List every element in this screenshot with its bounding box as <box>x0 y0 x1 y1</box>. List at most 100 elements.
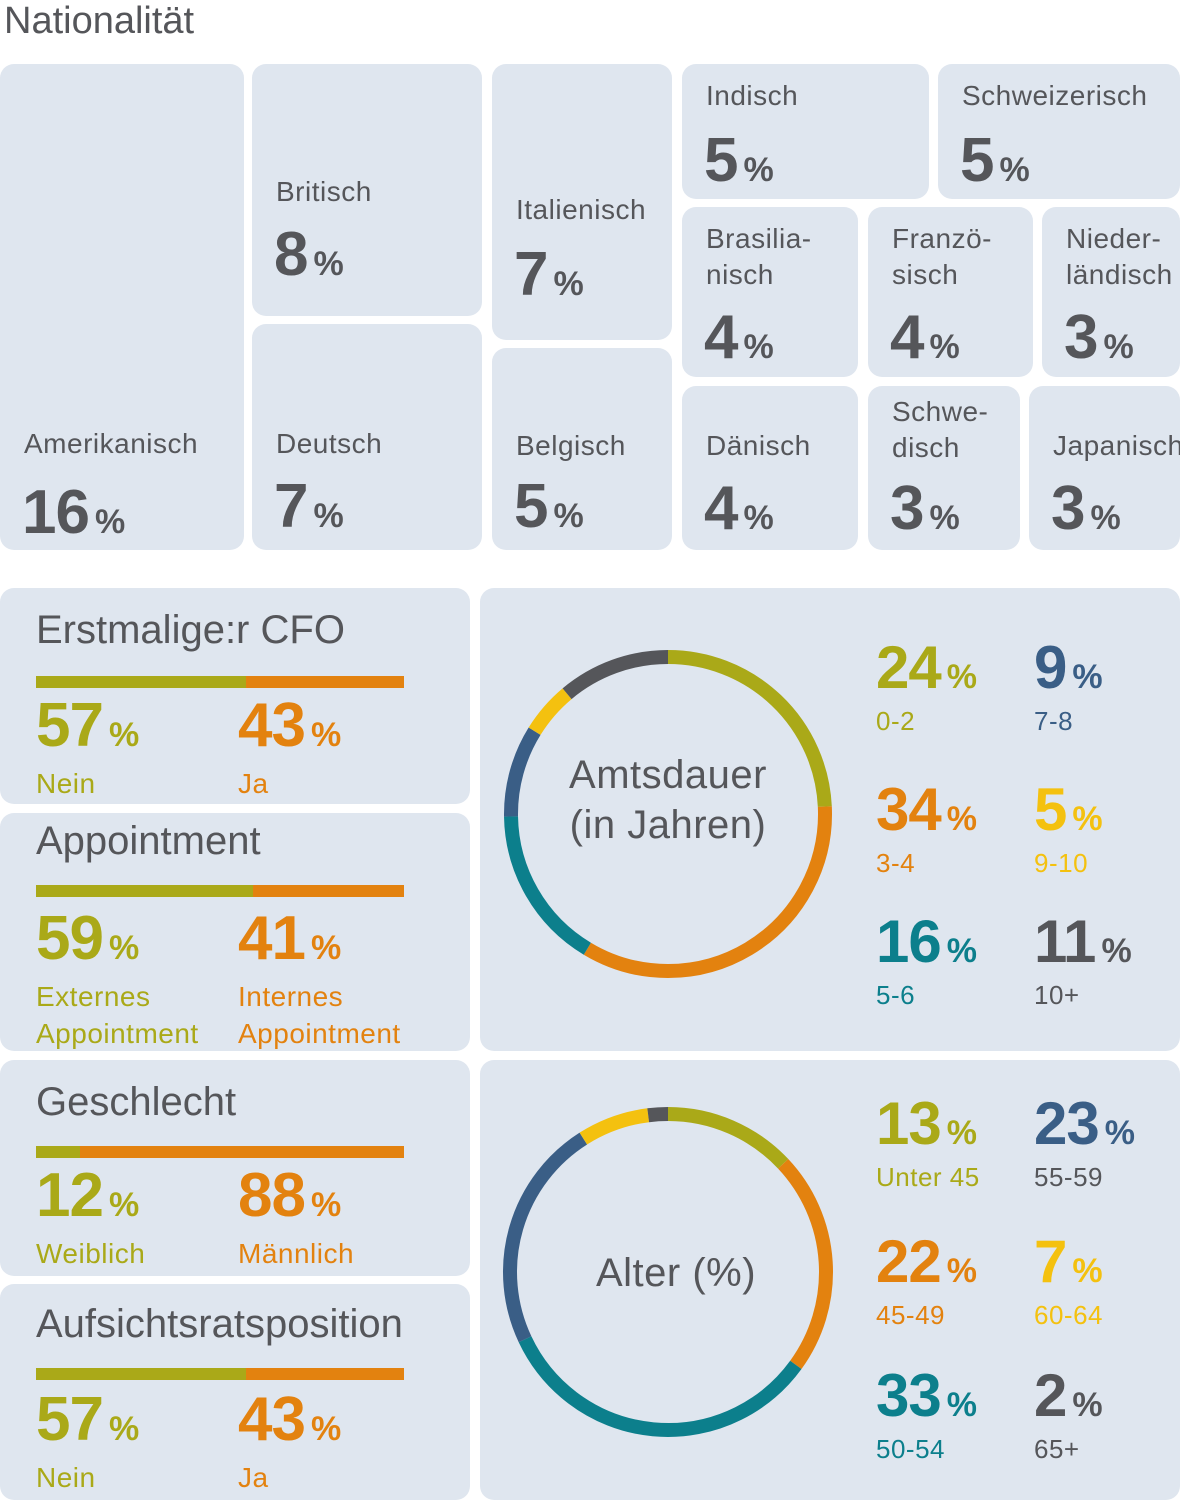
legend-item: 23% 55-59 <box>1034 1094 1135 1193</box>
panel-title: Geschlecht <box>36 1080 237 1124</box>
legend-value-number: 24 <box>876 634 942 701</box>
nationality-value-unit: % <box>94 503 125 541</box>
legend-category: 50-54 <box>876 1434 945 1464</box>
legend-item: 5% 9-10 <box>1034 780 1103 879</box>
nationality-tile: Brasilia- nisch 4% <box>682 207 858 377</box>
legend-item: 22% 45-49 <box>876 1232 977 1331</box>
stat-value-number: 41 <box>238 904 306 973</box>
nationality-value-number: 5 <box>960 126 994 195</box>
nationality-value-unit: % <box>553 265 583 303</box>
stat-label: Weiblich <box>36 1238 146 1269</box>
stat-value-number: 12 <box>36 1161 104 1230</box>
binary-panel: Geschlecht 12% Weiblich 88% Männlich <box>0 1060 470 1276</box>
legend-value-number: 9 <box>1034 634 1067 701</box>
nationality-value: 7% <box>274 476 344 547</box>
nationality-value: 4% <box>704 307 774 378</box>
split-bar <box>36 885 404 897</box>
stat-value-unit: % <box>310 929 341 967</box>
nationality-value-unit: % <box>313 497 343 535</box>
legend-value-unit: % <box>946 1386 977 1424</box>
nationality-value-number: 4 <box>890 303 924 372</box>
stat-value: 57% <box>36 1389 139 1459</box>
legend-value-number: 5 <box>1034 776 1067 843</box>
split-bar-right <box>245 676 404 688</box>
legend-category: 5-6 <box>876 980 916 1010</box>
legend-item: 7% 60-64 <box>1034 1232 1103 1331</box>
split-bar-right <box>80 1146 404 1158</box>
stat-value-unit: % <box>108 716 139 754</box>
nationality-value-number: 7 <box>274 472 308 541</box>
legend-value: 24% <box>876 638 977 705</box>
age-panel: Alter (%) 13% Unter 45 22% 45-49 33% 50-54 23%… <box>480 1060 1180 1500</box>
nationality-value-number: 3 <box>1064 303 1098 372</box>
legend-value-number: 7 <box>1034 1228 1067 1295</box>
donut-slice-55-59 <box>503 1132 588 1343</box>
nationality-label: Japanisch <box>1053 430 1180 461</box>
stat-value-number: 59 <box>36 904 104 973</box>
panel-title: Aufsichtsratsposition <box>36 1302 403 1346</box>
stat-label: Externes Appointment <box>36 981 199 1049</box>
legend-item: 33% 50-54 <box>876 1366 977 1465</box>
nationality-value-number: 4 <box>704 303 738 372</box>
legend-value: 9% <box>1034 638 1103 705</box>
stat-value: 57% <box>36 695 139 765</box>
stat-label: Ja <box>238 768 269 799</box>
stat-value-unit: % <box>310 1186 341 1224</box>
nationality-value-unit: % <box>313 245 343 283</box>
stat-value: 43% <box>238 1389 341 1459</box>
split-bar <box>36 1368 404 1380</box>
nationality-tile: Japanisch 3% <box>1029 386 1180 550</box>
stat-value-number: 88 <box>238 1161 306 1230</box>
split-bar-left <box>36 885 254 897</box>
donut-slice-60-64 <box>579 1108 650 1145</box>
stat-label: Internes Appointment <box>238 981 401 1049</box>
legend-value: 7% <box>1034 1232 1103 1299</box>
stat-value-unit: % <box>310 1410 341 1448</box>
nationality-value: 8% <box>274 224 344 295</box>
nationality-tile: Dänisch 4% <box>682 386 858 550</box>
legend-value: 23% <box>1034 1094 1135 1161</box>
nationality-tile: Belgisch 5% <box>492 348 672 550</box>
stat-value-number: 43 <box>238 1385 306 1454</box>
legend-item: 24% 0-2 <box>876 638 977 737</box>
legend-value-number: 34 <box>876 776 942 843</box>
nationality-label: Franzö- sisch <box>892 223 992 290</box>
legend-category: 45-49 <box>876 1300 945 1330</box>
stat-value: 43% <box>238 695 341 765</box>
stat-value: 88% <box>238 1165 354 1235</box>
panel-stat-right: 43% Ja <box>238 1389 341 1496</box>
legend-item: 34% 3-4 <box>876 780 977 879</box>
nationality-label: Schwe- disch <box>892 396 989 463</box>
legend-value-unit: % <box>1072 800 1102 838</box>
age-donut-title: Alter (%) <box>595 1251 757 1295</box>
legend-value: 16% <box>876 912 977 979</box>
nationality-value: 3% <box>1051 478 1121 549</box>
legend-item: 2% 65+ <box>1034 1366 1103 1465</box>
nationality-value-number: 16 <box>22 478 90 547</box>
age-donut <box>503 1107 833 1437</box>
nationality-value-unit: % <box>929 499 959 537</box>
nationality-value-number: 5 <box>514 472 548 541</box>
panel-stat-left: 57% Nein <box>36 695 139 802</box>
nationality-value-unit: % <box>743 499 773 537</box>
nationality-value-number: 5 <box>704 126 738 195</box>
nationality-tile: Deutsch 7% <box>252 324 482 550</box>
legend-category: 9-10 <box>1034 848 1089 878</box>
nationality-value-number: 3 <box>1051 474 1085 543</box>
legend-category: 60-64 <box>1034 1300 1103 1330</box>
nationality-label: Brasilia- nisch <box>706 223 812 290</box>
nationality-tile: Schweizerisch 5% <box>938 64 1180 199</box>
nationality-value-number: 8 <box>274 220 308 289</box>
legend-category: 7-8 <box>1034 706 1074 736</box>
stat-label: Nein <box>36 1462 96 1493</box>
panel-stat-left: 59% Externes Appointment <box>36 908 199 1052</box>
stat-value-unit: % <box>310 716 341 754</box>
nationality-value: 16% <box>22 482 125 553</box>
panel-stat-right: 41% Internes Appointment <box>238 908 401 1052</box>
nationality-value-unit: % <box>999 151 1029 189</box>
legend-value-unit: % <box>946 1252 977 1290</box>
nationality-tile: Britisch 8% <box>252 64 482 316</box>
stat-label: Ja <box>238 1462 269 1493</box>
donut-slice-5-6 <box>504 816 592 955</box>
legend-value-unit: % <box>1072 658 1102 696</box>
